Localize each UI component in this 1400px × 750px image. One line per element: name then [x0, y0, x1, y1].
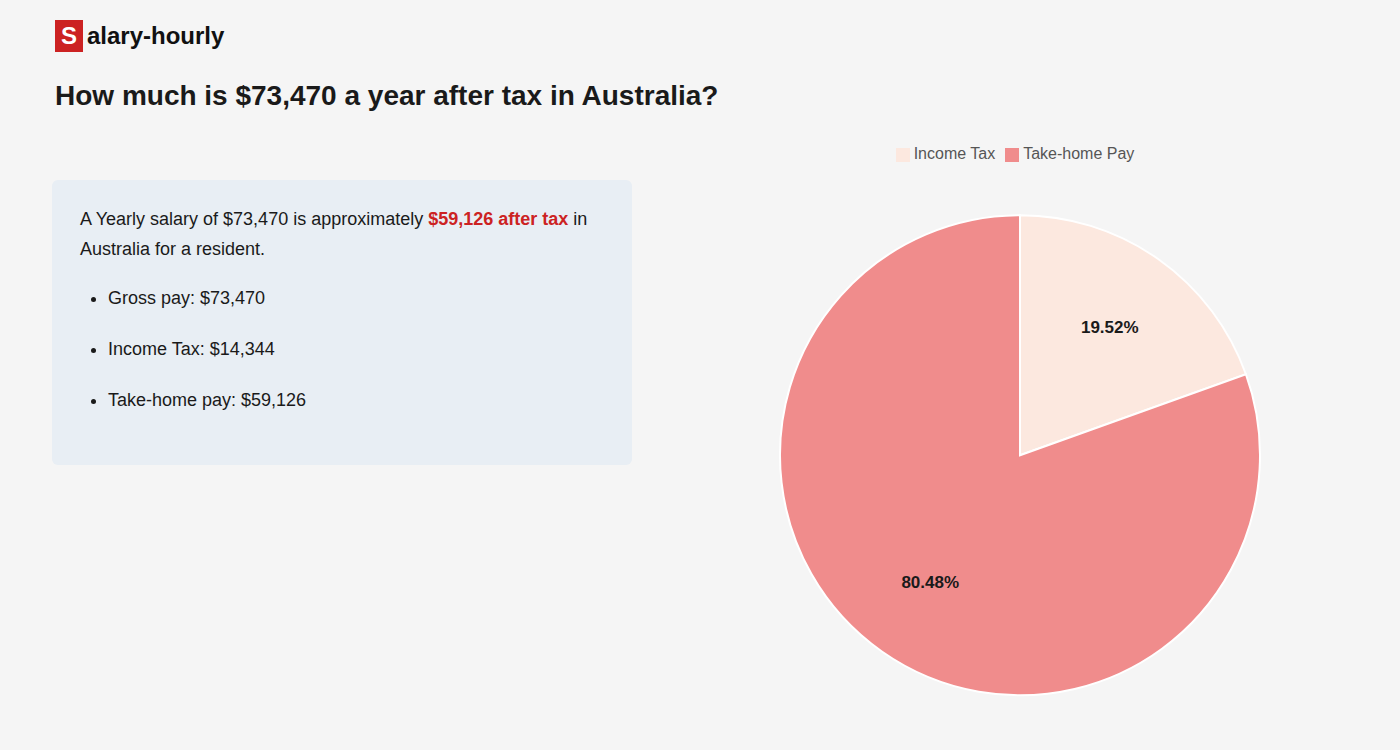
html-text:S: S — [61, 22, 77, 49]
html-text:A Yearly salary of $73,470 is: A Yearly salary of $73,470 is approximat… — [80, 209, 592, 259]
html-text:Take-home pay: $59,126: Take-home pay: $59,126 — [108, 390, 307, 410]
html-text:Gross pay: $73,470: Gross pay: $73,470 — [108, 288, 266, 308]
html-text:Income Tax: $14,344: Income Tax: $14,344 — [108, 339, 275, 359]
svg-text:80.48%: 80.48% — [901, 573, 959, 592]
svg-text:19.52%: 19.52% — [1081, 318, 1139, 337]
html-text:How much is $73,470 a year aft: How much is $73,470 a year after tax in … — [55, 80, 719, 111]
html-text:Income Tax: Income Tax — [913, 145, 996, 162]
html-text:alary-hourly: alary-hourly — [87, 22, 225, 49]
html-text:Take-home Pay: Take-home Pay — [1023, 145, 1135, 162]
